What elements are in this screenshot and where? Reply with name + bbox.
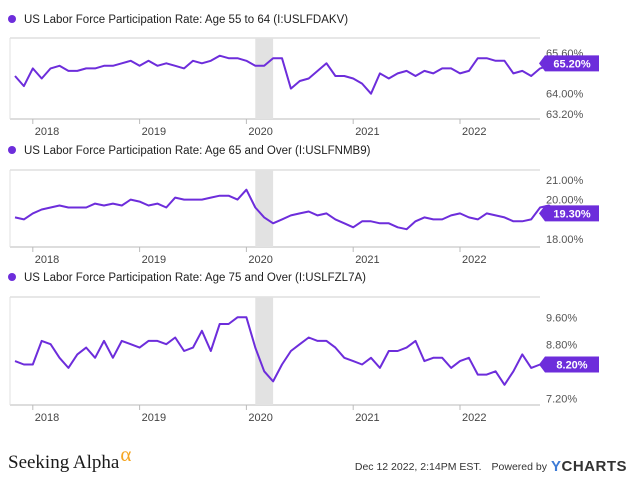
x-tick-label: 2022: [462, 254, 486, 266]
last-value-badge: [539, 205, 599, 222]
last-value-badge: [539, 55, 599, 72]
x-tick-label: 2018: [35, 254, 59, 266]
x-tick-label: 2022: [462, 126, 486, 138]
series-line: [14, 316, 549, 386]
legend-dot: [8, 273, 16, 281]
series-line: [14, 188, 559, 231]
chart-panel-3: US Labor Force Participation Rate: Age 7…: [8, 272, 599, 424]
x-tick-label: 2021: [355, 126, 379, 138]
footer-credits: Dec 12 2022, 2:14PM EST. Powered by YCHA…: [355, 458, 627, 475]
x-tick-label: 2018: [35, 126, 59, 138]
last-value-label: 65.20%: [553, 58, 591, 70]
chart-title: US Labor Force Participation Rate: Age 6…: [24, 145, 371, 157]
y-tick-label: 8.80%: [546, 339, 577, 351]
recession-shading: [255, 297, 274, 405]
powered-by-label: Powered by: [491, 460, 547, 473]
last-value-label: 19.30%: [553, 208, 591, 220]
brand-name: Seeking Alpha: [8, 452, 120, 473]
legend-dot: [8, 15, 16, 23]
y-tick-label: 20.00%: [546, 195, 584, 207]
last-value-label: 8.20%: [556, 360, 587, 372]
x-tick-label: 2020: [248, 126, 272, 138]
series-line: [14, 54, 559, 95]
x-tick-label: 2019: [142, 126, 166, 138]
x-tick-label: 2020: [248, 412, 272, 424]
x-tick-label: 2019: [142, 254, 166, 266]
last-value-badge: [539, 356, 599, 373]
x-tick-label: 2022: [462, 412, 486, 424]
seeking-alpha-logo: Seeking Alphaα: [8, 442, 131, 474]
y-tick-label: 18.00%: [546, 234, 584, 246]
ycharts-logo: YCHARTS: [550, 458, 627, 475]
y-tick-label: 64.00%: [546, 89, 584, 101]
x-tick-label: 2019: [142, 412, 166, 424]
x-tick-label: 2021: [355, 412, 379, 424]
x-tick-label: 2021: [355, 254, 379, 266]
recession-shading: [255, 38, 274, 119]
y-tick-label: 7.20%: [546, 393, 577, 405]
y-tick-label: 21.00%: [546, 175, 584, 187]
x-tick-label: 2018: [35, 412, 59, 424]
y-tick-label: 63.20%: [546, 109, 584, 121]
alpha-icon: α: [120, 442, 132, 466]
chart-title: US Labor Force Participation Rate: Age 7…: [24, 272, 366, 284]
chart-title: US Labor Force Participation Rate: Age 5…: [24, 14, 348, 26]
chart-panel-2: US Labor Force Participation Rate: Age 6…: [8, 145, 599, 266]
legend-dot: [8, 146, 16, 154]
x-tick-label: 2020: [248, 254, 272, 266]
recession-shading: [255, 170, 274, 247]
y-tick-label: 9.60%: [546, 312, 577, 324]
timestamp: Dec 12 2022, 2:14PM EST.: [354, 460, 482, 473]
chart-panel-1: US Labor Force Participation Rate: Age 5…: [8, 14, 599, 138]
